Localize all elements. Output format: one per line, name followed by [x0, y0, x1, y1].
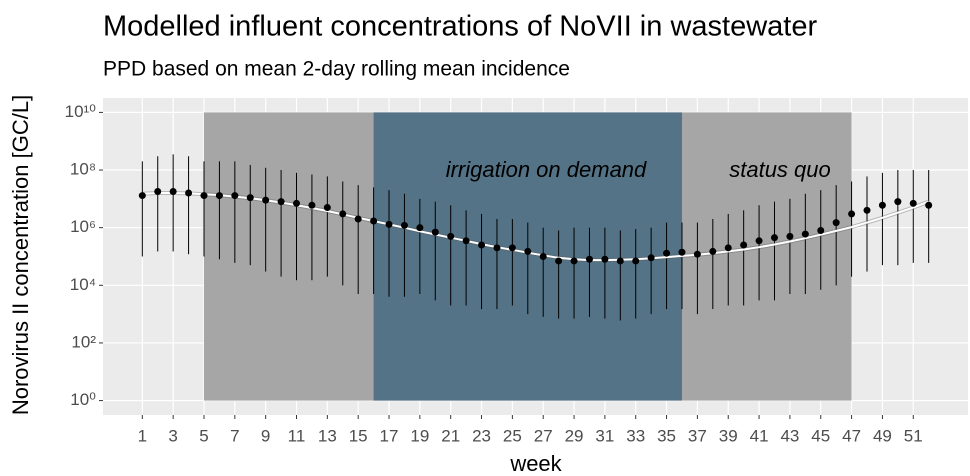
point	[447, 232, 455, 240]
point	[740, 241, 748, 249]
region-label: irrigation on demand	[446, 157, 647, 182]
point	[817, 226, 825, 234]
point	[354, 215, 362, 223]
point	[293, 199, 301, 207]
point	[277, 198, 285, 206]
x-tick-label: 41	[750, 426, 769, 445]
x-tick-label: 11	[288, 426, 306, 445]
chart-title: Modelled influent concentrations of NoVI…	[103, 11, 817, 43]
x-axis-label: week	[509, 451, 562, 476]
x-tick-label: 47	[842, 426, 861, 445]
point	[647, 254, 655, 262]
point	[693, 250, 701, 258]
x-tick-label: 23	[472, 426, 491, 445]
x-tick-label: 17	[380, 426, 399, 445]
y-tick-label: 10⁸	[70, 160, 96, 179]
y-tick-label: 10⁶	[70, 217, 96, 236]
x-tick-label: 39	[719, 426, 738, 445]
point	[478, 241, 486, 249]
x-tick-label: 43	[780, 426, 799, 445]
point	[200, 192, 208, 200]
chart-subtitle: PPD based on mean 2-day rolling mean inc…	[103, 58, 570, 81]
point	[570, 257, 578, 265]
point	[154, 187, 162, 195]
point	[925, 201, 933, 209]
point	[770, 234, 778, 242]
y-tick-label: 10²	[71, 332, 96, 351]
point	[416, 224, 424, 232]
point	[508, 244, 516, 252]
x-tick-label: 35	[657, 426, 676, 445]
x-tick-label: 9	[261, 426, 270, 445]
y-axis-label: Norovirus II concentration [GC/L]	[8, 95, 33, 415]
point	[894, 198, 902, 206]
point	[524, 247, 532, 255]
point	[262, 196, 270, 204]
point	[724, 244, 732, 252]
point	[370, 217, 378, 225]
point	[848, 210, 856, 218]
point	[246, 194, 254, 202]
point	[555, 257, 563, 265]
point	[601, 255, 609, 263]
x-tick-label: 29	[565, 426, 584, 445]
x-tick-label: 27	[534, 426, 553, 445]
point	[632, 257, 640, 265]
point	[185, 189, 193, 197]
x-tick-label: 7	[230, 426, 239, 445]
x-tick-label: 13	[318, 426, 337, 445]
point	[169, 187, 177, 195]
point	[431, 228, 439, 236]
point	[878, 201, 886, 209]
point	[801, 230, 809, 238]
point	[909, 199, 917, 207]
x-tick-label: 49	[873, 426, 892, 445]
point	[709, 247, 717, 255]
x-tick-label: 31	[595, 426, 614, 445]
point	[462, 237, 470, 245]
fit-line	[142, 192, 930, 262]
point	[400, 221, 408, 229]
x-tick-label: 37	[688, 426, 707, 445]
point	[863, 206, 871, 214]
point	[138, 192, 146, 200]
point	[339, 210, 347, 218]
x-tick-label: 33	[626, 426, 645, 445]
x-tick-label: 15	[349, 426, 368, 445]
y-tick-label: 10⁴	[70, 275, 96, 294]
region-label: status quo	[729, 157, 831, 182]
x-tick-label: 21	[441, 426, 460, 445]
point	[385, 220, 393, 228]
y-tick-label: 10¹⁰	[65, 102, 97, 121]
point	[678, 248, 686, 256]
point	[616, 257, 624, 265]
point	[215, 192, 223, 200]
point	[323, 204, 331, 212]
point	[493, 244, 501, 252]
x-tick-label: 45	[811, 426, 830, 445]
x-tick-label: 5	[199, 426, 208, 445]
x-tick-label: 51	[904, 426, 923, 445]
y-tick-label: 10⁰	[70, 390, 96, 409]
point	[786, 232, 794, 240]
x-tick-label: 25	[503, 426, 522, 445]
x-tick-label: 1	[138, 426, 147, 445]
x-tick-label: 19	[410, 426, 429, 445]
point	[231, 192, 239, 200]
point	[308, 201, 316, 209]
point	[832, 219, 840, 227]
point	[539, 252, 547, 260]
point	[663, 249, 671, 257]
point	[755, 237, 763, 245]
x-tick-label: 3	[168, 426, 177, 445]
point	[585, 255, 593, 263]
